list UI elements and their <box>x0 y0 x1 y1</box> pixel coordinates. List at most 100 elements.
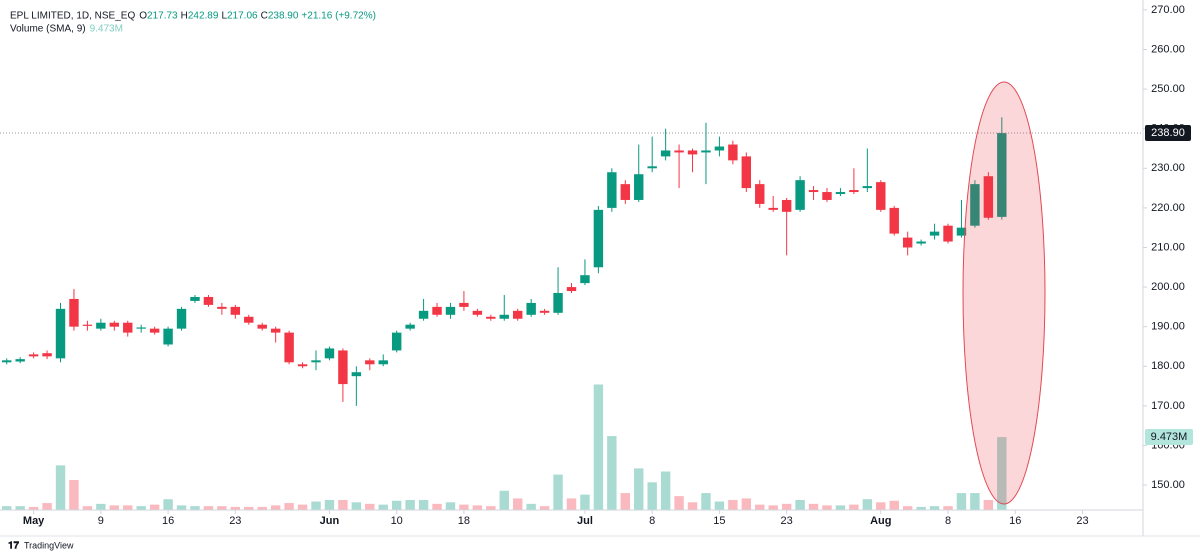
legend-key: L <box>221 11 227 22</box>
volume-bar <box>311 501 321 510</box>
volume-bar <box>701 493 711 510</box>
volume-bar <box>136 506 146 510</box>
y-tick-label: 200.00 <box>1151 281 1185 293</box>
volume-bar <box>660 471 671 510</box>
candle-body <box>862 186 873 189</box>
volume-bar <box>96 503 106 510</box>
candle-body <box>701 150 711 153</box>
volume-bar <box>862 499 873 510</box>
candle-body <box>297 364 308 367</box>
candle-body <box>28 354 39 357</box>
candle-body <box>230 306 241 315</box>
y-tick-label: 260.00 <box>1151 43 1185 55</box>
x-tick-label: 23 <box>781 515 793 527</box>
x-tick-label: 9 <box>98 515 104 527</box>
volume-bar <box>687 502 698 510</box>
volume-bar <box>539 506 550 510</box>
last-price-label: 238.90 <box>1151 127 1185 139</box>
legend-value: 238.90 <box>268 11 299 22</box>
volume-bar <box>916 506 926 510</box>
candle-body <box>96 322 106 329</box>
candle-body <box>55 308 66 359</box>
volume-bar <box>822 505 832 510</box>
candle-body <box>620 184 630 200</box>
x-tick-label: Aug <box>870 515 891 527</box>
volume-bar <box>943 506 953 510</box>
candle-body <box>391 332 402 351</box>
plot <box>0 117 1143 510</box>
volume-bar <box>190 506 200 510</box>
volume-bar <box>472 505 483 510</box>
volume-bar <box>526 503 536 510</box>
candle-body <box>943 225 953 242</box>
candle-body <box>244 316 254 323</box>
x-tick-label: Jun <box>320 515 340 527</box>
volume-bar <box>755 504 765 510</box>
candle-body <box>593 209 604 268</box>
volume-bar <box>2 506 12 510</box>
legend-value: 242.89 <box>188 11 219 22</box>
candle-body <box>781 199 792 212</box>
volume-bar <box>620 493 630 510</box>
candle-body <box>82 324 93 326</box>
candle-body <box>109 322 120 327</box>
candle-body <box>768 207 778 210</box>
volume-bar <box>929 506 940 510</box>
candle-body <box>714 146 725 151</box>
candle-body <box>190 296 200 301</box>
volume-bar <box>284 503 294 510</box>
branding: TradingView <box>24 540 74 550</box>
volume-bar <box>109 505 120 510</box>
candle-body <box>687 150 698 155</box>
volume-bar <box>257 506 267 510</box>
volume-bar <box>607 436 617 510</box>
candle-body <box>607 172 617 208</box>
candle-body <box>405 324 415 329</box>
candle-body <box>203 296 214 305</box>
candle-body <box>149 328 160 333</box>
y-tick-label: 210.00 <box>1151 241 1185 253</box>
candle-body <box>916 241 926 244</box>
volume-bar <box>405 499 415 510</box>
candle-body <box>2 360 12 363</box>
volume-bar <box>876 502 886 510</box>
y-tick-label: 230.00 <box>1151 162 1185 174</box>
volume-bar <box>647 482 657 510</box>
volume-bar <box>970 493 980 510</box>
candle-body <box>660 150 671 157</box>
x-tick-label: 16 <box>162 515 174 527</box>
last-price-box <box>1145 125 1191 142</box>
volume-bar <box>513 498 523 510</box>
candle-body <box>539 310 550 313</box>
x-tick-label: 15 <box>713 515 725 527</box>
volume-bar <box>69 479 79 510</box>
legend-symbol: EPL LIMITED, 1D, NSE_EQ <box>10 11 135 22</box>
x-tick-label: 23 <box>229 515 241 527</box>
y-tick-label: 180.00 <box>1151 360 1185 372</box>
y-tick-label: 170.00 <box>1151 400 1185 412</box>
candle-body <box>983 176 994 218</box>
volume-bar <box>338 499 348 510</box>
volume-bar <box>163 499 173 510</box>
x-tick-label: Jul <box>577 515 593 527</box>
legend-key: C <box>261 11 268 22</box>
candle-body <box>566 287 577 292</box>
candle-body <box>849 190 859 193</box>
candle-body <box>526 302 536 315</box>
volume-bar <box>674 496 684 510</box>
candle-body <box>418 310 429 319</box>
candle-body <box>472 310 483 315</box>
legend-key: O <box>139 11 147 22</box>
volume-bar <box>55 465 66 510</box>
candle-body <box>902 237 913 248</box>
candle-body <box>136 327 146 329</box>
volume-bar <box>217 506 227 510</box>
volume-bar <box>728 499 738 510</box>
candle-body <box>997 133 1007 217</box>
candle-body <box>647 166 657 169</box>
volume-bar <box>580 494 590 510</box>
volume-bar <box>983 499 994 510</box>
volume-bar <box>123 505 133 510</box>
candle-body <box>378 360 388 365</box>
